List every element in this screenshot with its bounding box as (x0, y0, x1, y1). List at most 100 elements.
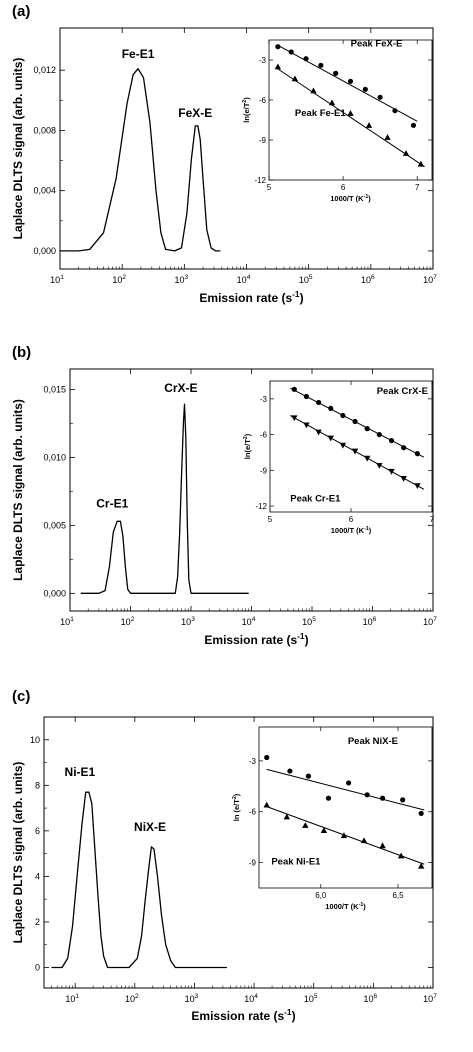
inset-data-point (320, 827, 328, 833)
inset-data-point (303, 422, 310, 429)
inset-data-point (316, 399, 322, 406)
inset-data-point (364, 455, 371, 462)
inset-data-point (310, 87, 317, 94)
inset-data-point (287, 768, 293, 774)
inset-x-tick-label: 7 (415, 183, 420, 192)
inset-data-point (318, 62, 324, 68)
inset-data-point (417, 160, 425, 167)
inset-data-point (414, 483, 421, 489)
inset-data-point (402, 150, 410, 156)
x-tick-label: 104 (237, 274, 251, 285)
inset-y-tick-label: -12 (255, 502, 267, 511)
x-axis-label: Emission rate (s-1) (191, 1007, 295, 1023)
peak-label: Cr-E1 (96, 497, 128, 511)
x-tick-label: 107 (423, 616, 437, 627)
dlts-spectrum-line (60, 68, 221, 252)
inset-fit-line (276, 67, 425, 168)
y-tick-label: 0,005 (43, 520, 66, 530)
y-tick-label: 4 (35, 871, 40, 881)
inset-data-point (339, 442, 347, 449)
inset-data-point (352, 418, 358, 425)
inset-data-point (340, 832, 348, 839)
inset-y-tick-label: -9 (259, 136, 267, 145)
inset-data-point (376, 462, 383, 469)
x-axis-label: Emission rate (s-1) (199, 289, 303, 305)
inset-data-point (340, 412, 346, 419)
inset-data-point (288, 49, 294, 55)
y-tick-label: 0,000 (43, 588, 66, 598)
y-tick-label: 0,008 (33, 125, 56, 135)
panel-label: (b) (12, 344, 31, 361)
inset-x-tick-label: 5 (268, 515, 273, 524)
inset-y-axis-label: ln(e/T2) (243, 433, 252, 459)
dlts-spectrum-line (51, 791, 227, 969)
y-tick-label: 0 (35, 963, 40, 973)
inset-data-point (302, 822, 309, 828)
inset-peak-label: Peak Fe-E1 (295, 108, 346, 119)
inset-data-point (400, 797, 406, 803)
inset-y-tick-label: -12 (254, 176, 266, 185)
inset-data-point (275, 44, 281, 50)
y-tick-label: 0,015 (43, 384, 66, 394)
inset-x-tick-label: 7 (430, 515, 435, 524)
panel-a: (a) 101 102 103 104 105 106 107 0,000 0,004 0,008 0… (11, 3, 437, 305)
inset-data-point (328, 99, 336, 106)
inset-y-axis-label: ln (e/T2) (232, 793, 241, 821)
y-tick-label: 0,010 (43, 452, 66, 462)
inset-y-tick-label: -3 (260, 395, 268, 404)
inset-data-point (347, 78, 354, 84)
arrhenius-inset: 5 6 7 -3 -6 -9 -12 1000/T (K-1) ln(e/T2) Peak FeX… (242, 39, 433, 203)
inset-data-point (325, 795, 332, 801)
inset-peak-label: Peak Cr-E1 (290, 493, 341, 504)
x-tick-label: 107 (423, 274, 437, 285)
inset-y-tick-label: -6 (260, 431, 268, 440)
inset-data-point (264, 754, 270, 761)
inset-y-tick-label: -3 (259, 56, 267, 65)
inset-data-point (305, 773, 312, 779)
inset-data-point (414, 451, 421, 457)
inset-data-point (417, 862, 425, 869)
inset-data-point (377, 94, 383, 100)
inset-y-tick-label: -3 (249, 757, 257, 766)
inset-data-point (400, 476, 407, 482)
inset-y-tick-label: -6 (259, 96, 267, 105)
x-tick-label: 106 (361, 274, 375, 285)
inset-x-tick-label: 6,0 (315, 891, 327, 900)
inset-data-point (345, 780, 352, 786)
inset-data-point (379, 795, 386, 801)
inset-data-point (327, 435, 334, 442)
inset-x-tick-label: 6 (349, 515, 354, 524)
x-tick-label: 105 (299, 274, 313, 285)
inset-data-point (328, 405, 334, 411)
inset-y-tick-label: -9 (260, 466, 268, 475)
y-axis-label: Laplace DLTS signal (arb. units) (11, 58, 25, 240)
x-tick-label: 105 (302, 616, 316, 627)
peak-label: NiX-E (134, 820, 166, 834)
inset-x-tick-label: 6 (341, 183, 346, 192)
y-tick-label: 0,004 (33, 186, 56, 196)
x-tick-label: 107 (423, 993, 437, 1004)
panel-c: (c) 101 102 103 104 105 106 107 0 2 4 6 8 10 Emission … (11, 688, 437, 1023)
inset-peak-label: Peak Ni-E1 (271, 856, 321, 867)
arrhenius-inset: 6,0 6,5 -3 -6 -9 1000/T (K-1) ln (e/T2) Peak Ni… (232, 726, 433, 911)
panel-label: (c) (12, 688, 30, 705)
x-tick-label: 102 (125, 993, 139, 1004)
arrhenius-inset: 5 6 7 -3 -6 -9 -12 1000/T (K-1) ln(e/T2) Peak CrX… (243, 380, 435, 535)
x-tick-label: 106 (363, 616, 377, 627)
y-tick-label: 0,012 (33, 65, 56, 75)
x-tick-label: 104 (242, 616, 256, 627)
inset-data-point (291, 386, 297, 392)
inset-x-tick-label: 6,5 (392, 891, 404, 900)
inset-data-point (291, 415, 298, 422)
dlts-spectrum-line (80, 403, 249, 594)
y-axis-label: Laplace DLTS signal (arb. units) (11, 762, 25, 944)
x-tick-label: 102 (121, 616, 135, 627)
x-axis-label: Emission rate (s-1) (204, 631, 308, 647)
inset-peak-label: Peak CrX-E (377, 386, 428, 397)
x-tick-label: 103 (181, 616, 195, 627)
inset-data-point (303, 393, 310, 400)
inset-y-tick-label: -6 (249, 808, 257, 817)
plot-frame (43, 716, 434, 989)
inset-data-point (360, 837, 368, 844)
x-tick-label: 106 (364, 993, 378, 1004)
